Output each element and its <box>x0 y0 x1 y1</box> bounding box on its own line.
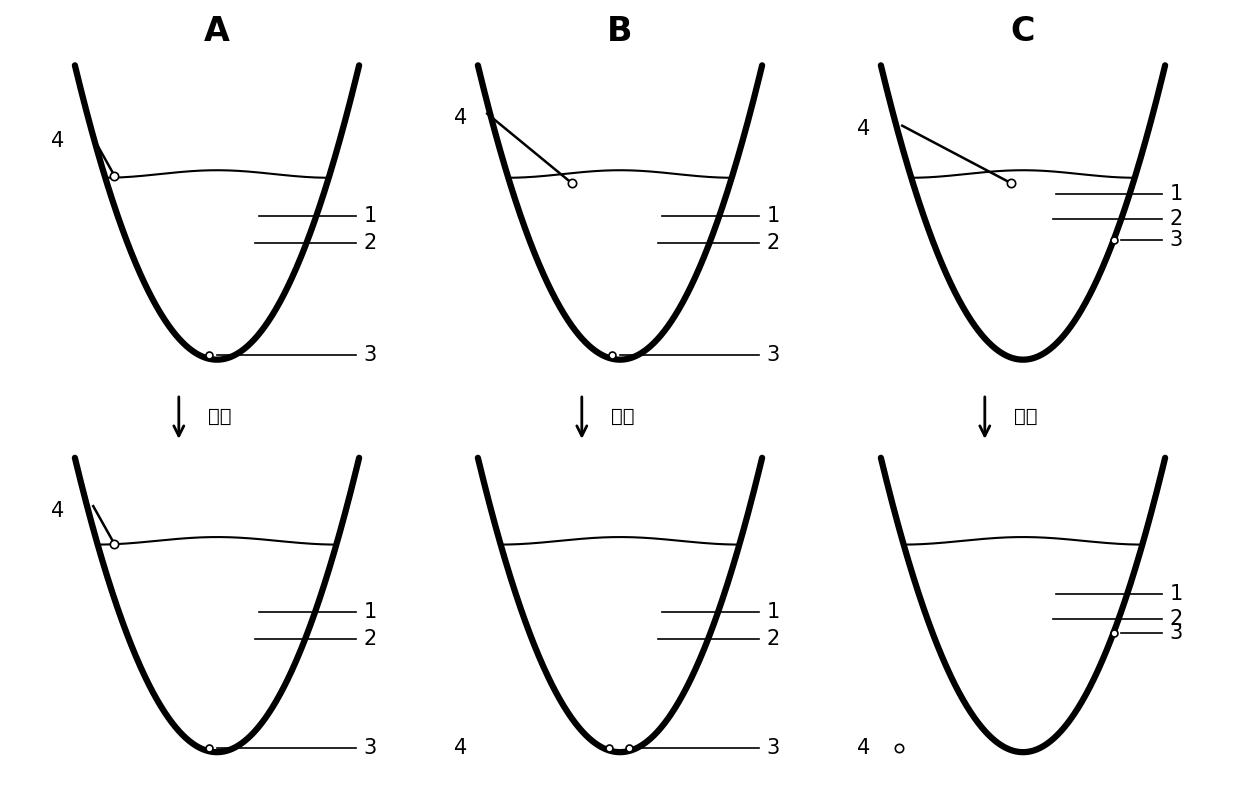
Text: 1: 1 <box>1169 183 1183 203</box>
Text: 4: 4 <box>857 738 870 758</box>
Text: 2: 2 <box>363 233 377 253</box>
Text: A: A <box>205 15 229 48</box>
Text: 1: 1 <box>363 207 377 226</box>
Text: 3: 3 <box>1169 622 1183 642</box>
Text: 3: 3 <box>766 738 780 758</box>
Text: 4: 4 <box>51 131 64 151</box>
Text: 4: 4 <box>857 119 870 139</box>
Text: 4: 4 <box>51 501 64 521</box>
Text: 2: 2 <box>1169 209 1183 229</box>
Text: C: C <box>1011 15 1035 48</box>
Text: 离心: 离心 <box>611 407 635 426</box>
Text: 2: 2 <box>1169 610 1183 630</box>
Text: 4: 4 <box>454 738 467 758</box>
Text: 1: 1 <box>363 602 377 622</box>
Text: 1: 1 <box>766 602 780 622</box>
Text: 2: 2 <box>766 629 780 649</box>
Text: 4: 4 <box>454 108 467 128</box>
Text: B: B <box>608 15 632 48</box>
Text: 1: 1 <box>766 207 780 226</box>
Text: 3: 3 <box>766 345 780 365</box>
Text: 2: 2 <box>766 233 780 253</box>
Text: 3: 3 <box>363 738 377 758</box>
Text: 3: 3 <box>363 345 377 365</box>
Text: 2: 2 <box>363 629 377 649</box>
Text: 离心: 离心 <box>1014 407 1038 426</box>
Text: 3: 3 <box>1169 230 1183 250</box>
Text: 离心: 离心 <box>208 407 232 426</box>
Text: 1: 1 <box>1169 584 1183 604</box>
